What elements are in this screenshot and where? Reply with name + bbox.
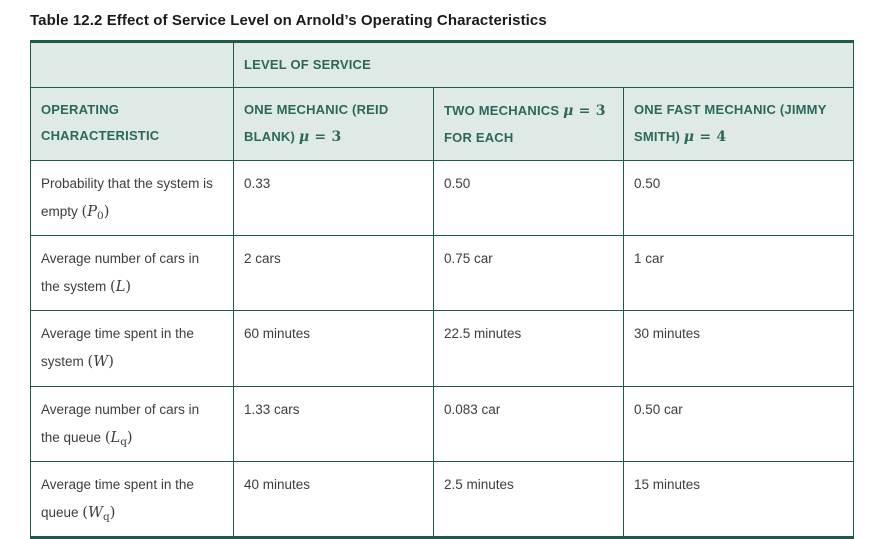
column-header-two-mechanics: TWO MECHANICS μ = 3 FOR EACH xyxy=(433,86,624,162)
value-cell: 30 minutes xyxy=(622,310,855,387)
corner-empty-cell xyxy=(30,41,234,88)
math-symbol-Lq: (Lq) xyxy=(104,428,133,448)
math-symbol-W: (W) xyxy=(87,353,114,371)
column-header-text: ONE FAST MECHANIC (JIMMY SMITH) xyxy=(634,102,827,144)
value-cell: 0.50 xyxy=(622,160,855,237)
value-cell: 0.50 xyxy=(433,160,624,237)
table-row-probability-empty: Probability that the system is empty (P0… xyxy=(30,160,855,237)
page: Table 12.2 Effect of Service Level on Ar… xyxy=(30,12,855,539)
value-cell: 0.75 car xyxy=(433,235,624,312)
mu-equation: μ = 4 xyxy=(683,129,727,145)
table-row-avg-cars-system: Average number of cars in the system (L)… xyxy=(30,235,855,312)
table-title: Table 12.2 Effect of Service Level on Ar… xyxy=(30,12,547,29)
value-cell: 0.083 car xyxy=(433,385,624,462)
value-cell: 0.33 xyxy=(233,160,434,237)
row-label: Average number of cars in the queue (Lq) xyxy=(30,385,234,462)
value-cell: 40 minutes xyxy=(233,460,434,538)
math-symbol-P0: (P0) xyxy=(81,203,110,223)
row-label: Average number of cars in the system (L) xyxy=(30,235,234,312)
column-header-text: TWO MECHANICS xyxy=(444,103,564,118)
value-cell: 1 car xyxy=(622,235,855,312)
level-of-service-header: LEVEL OF SERVICE xyxy=(232,41,855,88)
column-header-text: ONE MECHANIC (REID BLANK) xyxy=(244,102,389,144)
service-level-table: LEVEL OF SERVICE OPERATING CHARACTERISTI… xyxy=(30,40,855,539)
table-row-avg-time-system: Average time spent in the system (W) 60 … xyxy=(30,310,855,387)
value-cell: 15 minutes xyxy=(622,460,855,538)
spanner-row: LEVEL OF SERVICE xyxy=(30,41,855,88)
mu-equation: μ = 3 xyxy=(298,129,342,145)
row-label: Average time spent in the system (W) xyxy=(30,310,234,387)
value-cell: 2.5 minutes xyxy=(433,460,624,538)
row-label: Probability that the system is empty (P0… xyxy=(30,160,234,237)
math-symbol-Wq: (Wq) xyxy=(82,503,116,523)
table-row-avg-time-queue: Average time spent in the queue (Wq) 40 … xyxy=(30,460,855,538)
value-cell: 22.5 minutes xyxy=(433,310,624,387)
row-label: Average time spent in the queue (Wq) xyxy=(30,460,234,538)
mu-equation: μ = 3 xyxy=(563,103,606,119)
value-cell: 2 cars xyxy=(233,235,434,312)
column-header-one-fast-mechanic: ONE FAST MECHANIC (JIMMY SMITH) μ = 4 xyxy=(622,86,855,162)
column-header-row: OPERATING CHARACTERISTIC ONE MECHANIC (R… xyxy=(30,86,855,162)
value-cell: 1.33 cars xyxy=(233,385,434,462)
column-header-one-mechanic: ONE MECHANIC (REID BLANK) μ = 3 xyxy=(233,86,434,162)
column-header-operating-characteristic: OPERATING CHARACTERISTIC xyxy=(30,86,234,162)
column-header-suffix: FOR EACH xyxy=(444,130,514,146)
table-row-avg-cars-queue: Average number of cars in the queue (Lq)… xyxy=(30,385,855,462)
value-cell: 0.50 car xyxy=(622,385,855,462)
math-symbol-L: (L) xyxy=(110,278,132,296)
value-cell: 60 minutes xyxy=(233,310,434,387)
